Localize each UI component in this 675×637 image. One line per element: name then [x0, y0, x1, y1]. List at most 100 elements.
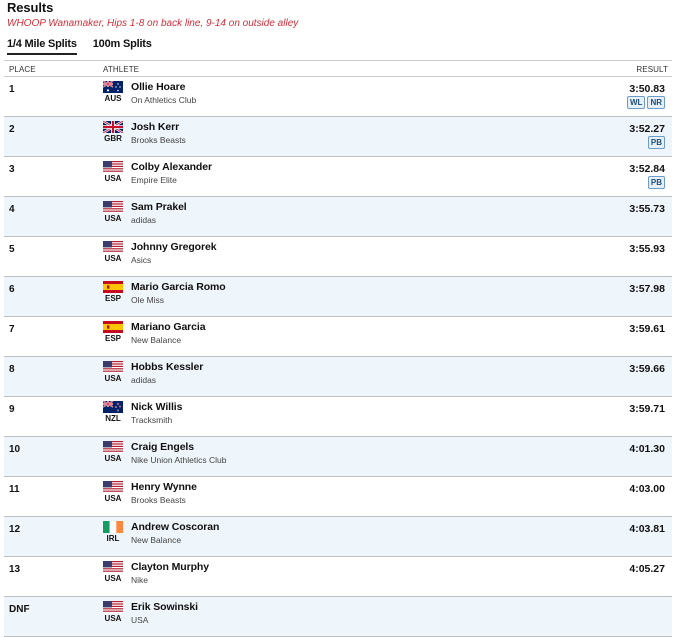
result-column-header: RESULT: [636, 65, 668, 74]
athlete-column-header: ATHLETE: [103, 65, 140, 74]
athlete-team: Nike Union Athletics Club: [131, 455, 227, 465]
table-row[interactable]: 13 USA Clayton Murphy Nike 4:05.27: [4, 557, 672, 597]
result-time: 4:03.00: [629, 483, 665, 495]
country-code: ESP: [104, 294, 121, 303]
record-badge: PB: [647, 136, 665, 149]
country-code: USA: [104, 494, 122, 503]
country-code: USA: [104, 454, 122, 463]
result-time: 4:05.27: [629, 563, 665, 575]
athlete-name-link[interactable]: Nick Willis: [131, 401, 183, 413]
usa-flag-icon: [103, 481, 123, 493]
country-code: NZL: [105, 414, 121, 423]
usa-flag-icon: [103, 201, 123, 213]
record-badge: NR: [647, 96, 665, 109]
usa-flag-icon: [103, 161, 123, 173]
place-cell: 8: [9, 364, 15, 375]
result-time: 4:01.30: [629, 443, 665, 455]
record-badges: PB: [647, 136, 665, 149]
athlete-team: Ole Miss: [131, 295, 165, 305]
country-code: ESP: [104, 334, 121, 343]
athlete-team: USA: [131, 615, 149, 625]
table-row[interactable]: 4 USA Sam Prakel adidas 3:55.73: [4, 197, 672, 237]
athlete-name-link[interactable]: Ollie Hoare: [131, 81, 186, 93]
place-cell: DNF: [9, 604, 30, 615]
esp-flag-icon: [103, 321, 123, 333]
table-row[interactable]: 9 NZL Nick Willis Tracksmith 3:59.71: [4, 397, 672, 437]
athlete-team: New Balance: [131, 335, 182, 345]
athlete-name-link[interactable]: Colby Alexander: [131, 161, 212, 173]
irl-flag-icon: [103, 521, 123, 533]
place-cell: 11: [9, 484, 20, 495]
table-row[interactable]: 10 USA Craig Engels Nike Union Athletics Cl…: [4, 437, 672, 477]
athlete-team: adidas: [131, 215, 157, 225]
page-title: Results: [7, 0, 54, 15]
place-cell: 3: [9, 164, 15, 175]
athlete-name-link[interactable]: Mario Garcia Romo: [131, 281, 226, 293]
athlete-team: Tracksmith: [131, 415, 173, 425]
place-cell: 9: [9, 404, 15, 415]
table-row[interactable]: DNF USA Erik Sowinski USA: [4, 597, 672, 637]
table-row[interactable]: 3 USA Colby Alexander Empire Elite 3:52.84 PB: [4, 157, 672, 197]
table-row[interactable]: 6 ESP Mario Garcia Romo Ole Miss 3:57.98: [4, 277, 672, 317]
country-code: USA: [104, 374, 122, 383]
event-subtitle: WHOOP Wanamaker, Hips 1-8 on back line, …: [7, 18, 299, 29]
result-time: 4:03.81: [629, 523, 665, 535]
aus-flag-icon: [103, 81, 123, 93]
athlete-team: adidas: [131, 375, 157, 385]
place-cell: 1: [9, 84, 15, 95]
country-code: USA: [104, 614, 122, 623]
usa-flag-icon: [103, 241, 123, 253]
athlete-team: Asics: [131, 255, 152, 265]
usa-flag-icon: [103, 601, 123, 613]
place-cell: 7: [9, 324, 15, 335]
athlete-team: Brooks Beasts: [131, 135, 186, 145]
table-row[interactable]: 2 GBR Josh Kerr Brooks Beasts 3:52.27 PB: [4, 117, 672, 157]
result-time: 3:55.73: [629, 203, 665, 215]
athlete-team: On Athletics Club: [131, 95, 197, 105]
athlete-team: Brooks Beasts: [131, 495, 186, 505]
country-code: IRL: [106, 534, 120, 543]
record-badges: WL NR: [627, 96, 665, 109]
athlete-team: Nike: [131, 575, 149, 585]
tab-100m-splits[interactable]: 100m Splits: [92, 38, 152, 50]
athlete-name-link[interactable]: Clayton Murphy: [131, 561, 209, 573]
split-tabs: 1/4 Mile Splits 100m Splits: [7, 38, 152, 55]
record-badge: WL: [627, 96, 646, 109]
country-code: USA: [104, 174, 122, 183]
athlete-name-link[interactable]: Sam Prakel: [131, 201, 187, 213]
athlete-name-link[interactable]: Mariano Garcia: [131, 321, 206, 333]
athlete-name-link[interactable]: Andrew Coscoran: [131, 521, 220, 533]
athlete-name-link[interactable]: Craig Engels: [131, 441, 194, 453]
country-code: AUS: [104, 94, 122, 103]
table-header: PLACE ATHLETE RESULT: [4, 61, 672, 77]
athlete-team: Empire Elite: [131, 175, 177, 185]
country-code: USA: [104, 574, 122, 583]
usa-flag-icon: [103, 441, 123, 453]
athlete-name-link[interactable]: Erik Sowinski: [131, 601, 198, 613]
athlete-name-link[interactable]: Henry Wynne: [131, 481, 197, 493]
athlete-name-link[interactable]: Hobbs Kessler: [131, 361, 204, 373]
table-row[interactable]: 5 USA Johnny Gregorek Asics 3:55.93: [4, 237, 672, 277]
athlete-name-link[interactable]: Josh Kerr: [131, 121, 180, 133]
record-badges: PB: [647, 176, 665, 189]
result-time: 3:52.84: [629, 163, 665, 175]
result-time: 3:50.83: [629, 83, 665, 95]
table-row[interactable]: 12 IRL Andrew Coscoran New Balance 4:03.81: [4, 517, 672, 557]
country-code: USA: [104, 254, 122, 263]
place-cell: 13: [9, 564, 21, 575]
table-row[interactable]: 7 ESP Mariano Garcia New Balance 3:59.61: [4, 317, 672, 357]
table-row[interactable]: 11 USA Henry Wynne Brooks Beasts 4:03.00: [4, 477, 672, 517]
table-row[interactable]: 8 USA Hobbs Kessler adidas 3:59.66: [4, 357, 672, 397]
result-time: 3:55.93: [629, 243, 665, 255]
place-cell: 4: [9, 204, 15, 215]
tab-quarter-mile-splits[interactable]: 1/4 Mile Splits: [7, 38, 77, 55]
usa-flag-icon: [103, 561, 123, 573]
esp-flag-icon: [103, 281, 123, 293]
result-time: 3:59.61: [629, 323, 665, 335]
result-time: 3:52.27: [629, 123, 665, 135]
results-table: PLACE ATHLETE RESULT 1 AUS Ollie Hoare On A…: [4, 60, 672, 637]
place-cell: 2: [9, 124, 15, 135]
usa-flag-icon: [103, 361, 123, 373]
athlete-name-link[interactable]: Johnny Gregorek: [131, 241, 217, 253]
table-row[interactable]: 1 AUS Ollie Hoare On Athletics Club 3:50.83 W…: [4, 77, 672, 117]
